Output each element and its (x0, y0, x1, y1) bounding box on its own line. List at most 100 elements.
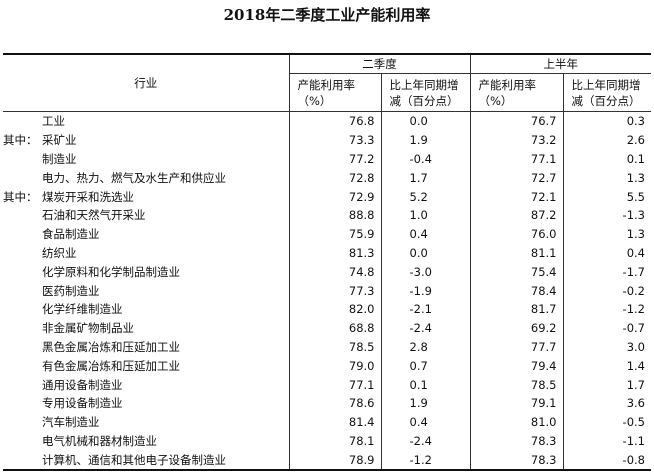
q2-yoy-cell: -3.0 (380, 262, 470, 282)
industry-name-cell: 计算机、通信和其他电子设备制造业 (3, 450, 289, 472)
table-row: 电力、热力、燃气及水生产和供应业 72.8 1.7 72.7 1.3 (3, 168, 651, 188)
industry-name-cell: 专用设备制造业 (3, 394, 289, 413)
h1-yoy-cell: -1.1 (562, 431, 651, 451)
industry-name: 有色金属冶炼和压延加工业 (42, 358, 180, 373)
industry-name: 专用设备制造业 (42, 396, 123, 411)
q2-yoy-cell: -2.1 (380, 299, 470, 319)
h1-util-cell: 78.4 (469, 281, 563, 300)
h1-yoy-cell: 3.0 (562, 337, 651, 357)
h1-yoy-cell: 0.3 (562, 111, 651, 131)
industry-name-cell: 有色金属冶炼和压延加工业 (3, 356, 289, 375)
row-prefix: 其中： (3, 189, 38, 204)
q2-yoy-cell: -1.9 (380, 281, 470, 300)
q2-yoy-cell: 0.4 (380, 224, 470, 244)
h1-util-cell: 77.1 (469, 149, 563, 169)
table-row: 工业 76.8 0.0 76.7 0.3 (3, 111, 651, 131)
industry-name: 电力、热力、燃气及水生产和供应业 (42, 170, 226, 185)
industry-name-cell: 工业 (3, 112, 289, 131)
table-row: 专用设备制造业 78.6 1.9 79.1 3.6 (3, 393, 651, 413)
table-row: 制造业 77.2 -0.4 77.1 0.1 (3, 149, 651, 169)
q2-yoy-cell: -2.4 (380, 431, 470, 451)
h1-util-cell: 79.4 (469, 356, 563, 376)
h1-util-cell: 79.1 (469, 393, 563, 413)
h1-util-cell: 81.1 (469, 243, 563, 263)
industry-name-cell: 其中： 采矿业 (3, 131, 289, 150)
q2-util-cell: 68.8 (288, 318, 381, 338)
h1-util-cell: 72.7 (469, 168, 563, 188)
table-row: 纺织业 81.3 0.0 81.1 0.4 (3, 243, 651, 263)
h1-util-cell: 81.0 (469, 412, 563, 432)
q2-yoy-cell: 0.0 (380, 111, 470, 131)
industry-name: 非金属矿物制品业 (42, 321, 134, 336)
h1-yoy-cell: -1.2 (562, 299, 651, 319)
h1-yoy-cell: 1.4 (562, 356, 651, 376)
industry-name-cell: 通用设备制造业 (3, 375, 289, 394)
industry-name: 电气机械和器材制造业 (42, 433, 157, 448)
q2-yoy-header: 比上年同期增减（百分点） (380, 73, 470, 112)
q2-header: 二季度 (288, 53, 470, 74)
h1-util-cell: 69.2 (469, 318, 563, 338)
q2-yoy-cell: 1.7 (380, 168, 470, 188)
industry-name: 计算机、通信和其他电子设备制造业 (42, 452, 226, 467)
industry-name-cell: 电力、热力、燃气及水生产和供应业 (3, 168, 289, 187)
table-row: 电气机械和器材制造业 78.1 -2.4 78.3 -1.1 (3, 431, 651, 451)
industry-name: 通用设备制造业 (42, 377, 123, 392)
q2-util-cell: 78.6 (288, 393, 381, 413)
industry-name: 煤炭开采和洗选业 (42, 189, 134, 204)
industry-name: 化学原料和化学制品制造业 (42, 264, 180, 279)
industry-name-cell: 电气机械和器材制造业 (3, 432, 289, 451)
page-title: 2018年二季度工业产能利用率 (223, 6, 431, 24)
industry-name-cell: 化学纤维制造业 (3, 300, 289, 319)
q2-util-cell: 72.8 (288, 168, 381, 188)
table-row: 化学原料和化学制品制造业 74.8 -3.0 75.4 -1.7 (3, 262, 651, 282)
industry-name-cell: 制造业 (3, 150, 289, 169)
q2-yoy-cell: 0.0 (380, 243, 470, 263)
industry-name: 医药制造业 (42, 283, 100, 298)
q2-yoy-cell: -1.2 (380, 450, 470, 472)
h1-yoy-cell: 1.7 (562, 375, 651, 394)
h1-util-cell: 78.5 (469, 375, 563, 394)
industry-name: 化学纤维制造业 (42, 302, 123, 317)
q2-util-cell: 82.0 (288, 299, 381, 319)
h1-util-cell: 78.3 (469, 450, 563, 472)
h1-yoy-cell: -0.7 (562, 318, 651, 338)
h1-yoy-cell: -1.7 (562, 262, 651, 282)
q2-yoy-cell: 1.9 (380, 130, 470, 150)
h1-util-cell: 72.1 (469, 187, 563, 206)
industry-name-cell: 石油和天然气开采业 (3, 206, 289, 225)
q2-util-cell: 78.5 (288, 337, 381, 357)
q2-util-cell: 77.3 (288, 281, 381, 300)
industry-name: 纺织业 (42, 245, 77, 260)
q2-yoy-cell: 0.7 (380, 356, 470, 376)
q2-util-cell: 81.3 (288, 243, 381, 263)
q2-util-cell: 75.9 (288, 224, 381, 244)
industry-name-cell: 非金属矿物制品业 (3, 319, 289, 338)
q2-util-cell: 77.1 (288, 375, 381, 394)
h1-yoy-cell: -1.3 (562, 205, 651, 225)
industry-name-cell: 汽车制造业 (3, 413, 289, 432)
q2-util-cell: 79.0 (288, 356, 381, 376)
industry-header: 行业 (3, 53, 289, 112)
q2-util-cell: 78.9 (288, 450, 381, 472)
q2-yoy-cell: 5.2 (380, 187, 470, 206)
table-row: 计算机、通信和其他电子设备制造业 78.9 -1.2 78.3 -0.8 (3, 450, 651, 472)
industry-name-cell: 化学原料和化学制品制造业 (3, 262, 289, 281)
row-prefix: 其中： (3, 133, 38, 148)
q2-util-cell: 72.9 (288, 187, 381, 206)
h1-yoy-cell: -0.5 (562, 412, 651, 432)
h1-util-cell: 78.3 (469, 431, 563, 451)
table-row: 汽车制造业 81.4 0.4 81.0 -0.5 (3, 412, 651, 432)
q2-yoy-cell: 2.8 (380, 337, 470, 357)
q2-util-cell: 73.3 (288, 130, 381, 150)
q2-util-cell: 77.2 (288, 149, 381, 169)
q2-util-header: 产能利用率（%） (288, 73, 381, 112)
h1-util-cell: 75.4 (469, 262, 563, 282)
industry-name-cell: 食品制造业 (3, 225, 289, 244)
table-row: 通用设备制造业 77.1 0.1 78.5 1.7 (3, 375, 651, 394)
table-row: 非金属矿物制品业 68.8 -2.4 69.2 -0.7 (3, 318, 651, 338)
h1-util-cell: 87.2 (469, 205, 563, 225)
table-row: 化学纤维制造业 82.0 -2.1 81.7 -1.2 (3, 299, 651, 319)
table-row: 有色金属冶炼和压延加工业 79.0 0.7 79.4 1.4 (3, 356, 651, 376)
h1-util-cell: 81.7 (469, 299, 563, 319)
table-row: 医药制造业 77.3 -1.9 78.4 -0.2 (3, 281, 651, 300)
